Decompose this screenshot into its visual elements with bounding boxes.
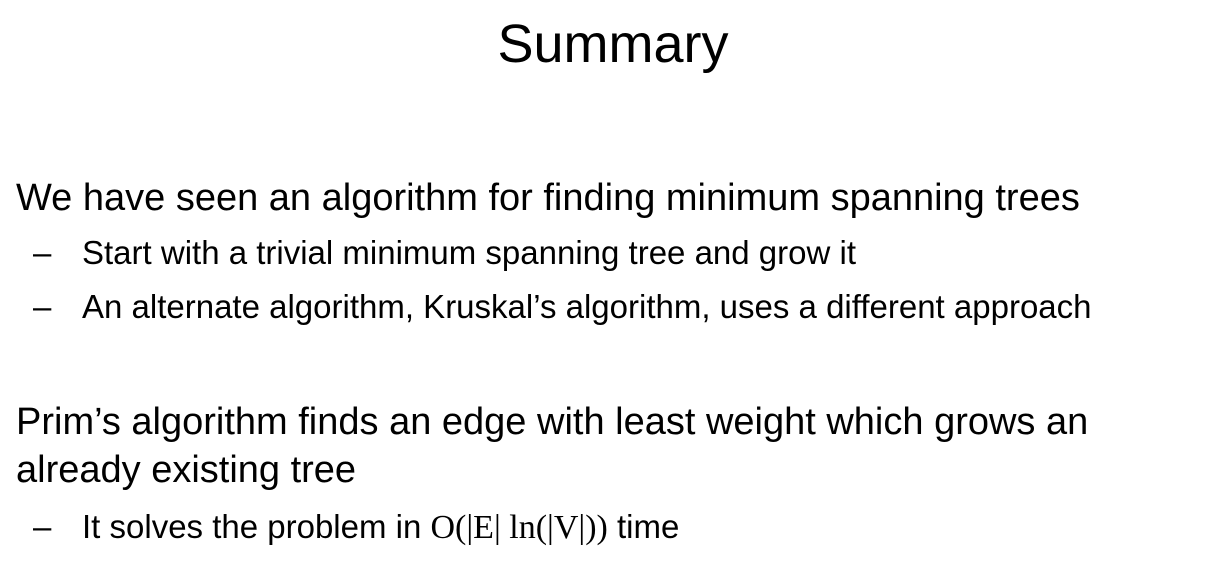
dash-marker: –: [33, 508, 52, 545]
dash-marker: –: [33, 234, 52, 271]
bullet-line: Prim’s algorithm finds an edge with leas…: [16, 401, 1089, 443]
bullet-line: already existing tree: [16, 449, 357, 491]
slide-title: Summary: [497, 14, 729, 74]
sub-bullet-text: An alternate algorithm, Kruskal’s algori…: [82, 288, 1092, 325]
text-after-math: time: [607, 508, 680, 545]
dash-marker: –: [33, 288, 52, 325]
bullet-prims-algorithm: Prim’s algorithm finds an edge with leas…: [16, 398, 1088, 494]
text-before-math: It solves the problem in: [82, 508, 431, 545]
complexity-formula: O(|E| ln(|V|)): [430, 509, 608, 546]
bullet-minimum-spanning-trees: We have seen an algorithm for finding mi…: [16, 177, 1080, 219]
sub-bullet-text: It solves the problem in O(|E| ln(|V|)) …: [82, 507, 679, 548]
sub-bullet-text: Start with a trivial minimum spanning tr…: [82, 234, 856, 271]
